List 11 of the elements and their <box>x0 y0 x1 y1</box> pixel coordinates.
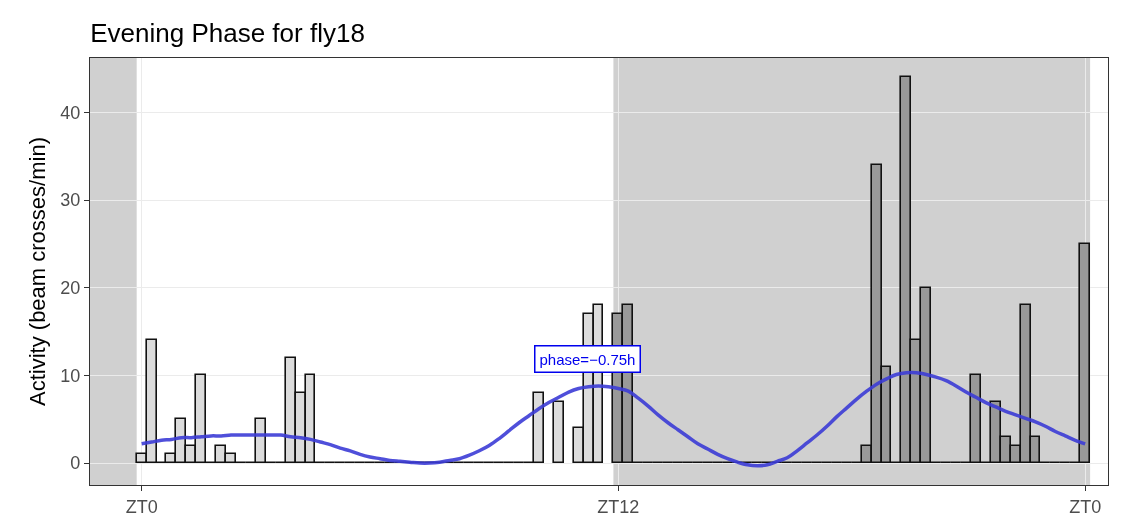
y-tick-label: 0 <box>70 453 81 474</box>
y-tick-label: 30 <box>60 190 81 211</box>
y-tick-label: 40 <box>60 102 81 123</box>
x-tick-label: ZT0 <box>125 496 158 517</box>
x-tick-label: ZT12 <box>597 496 640 517</box>
annotation: phase=−0.75h <box>539 350 636 368</box>
chart-title: Evening Phase for fly18 <box>90 17 365 48</box>
y-axis-title: Activity (beam crosses/min) <box>25 137 51 406</box>
x-tick-label: ZT0 <box>1069 496 1102 517</box>
y-tick-label: 10 <box>60 365 81 386</box>
y-tick-label: 20 <box>60 278 81 299</box>
